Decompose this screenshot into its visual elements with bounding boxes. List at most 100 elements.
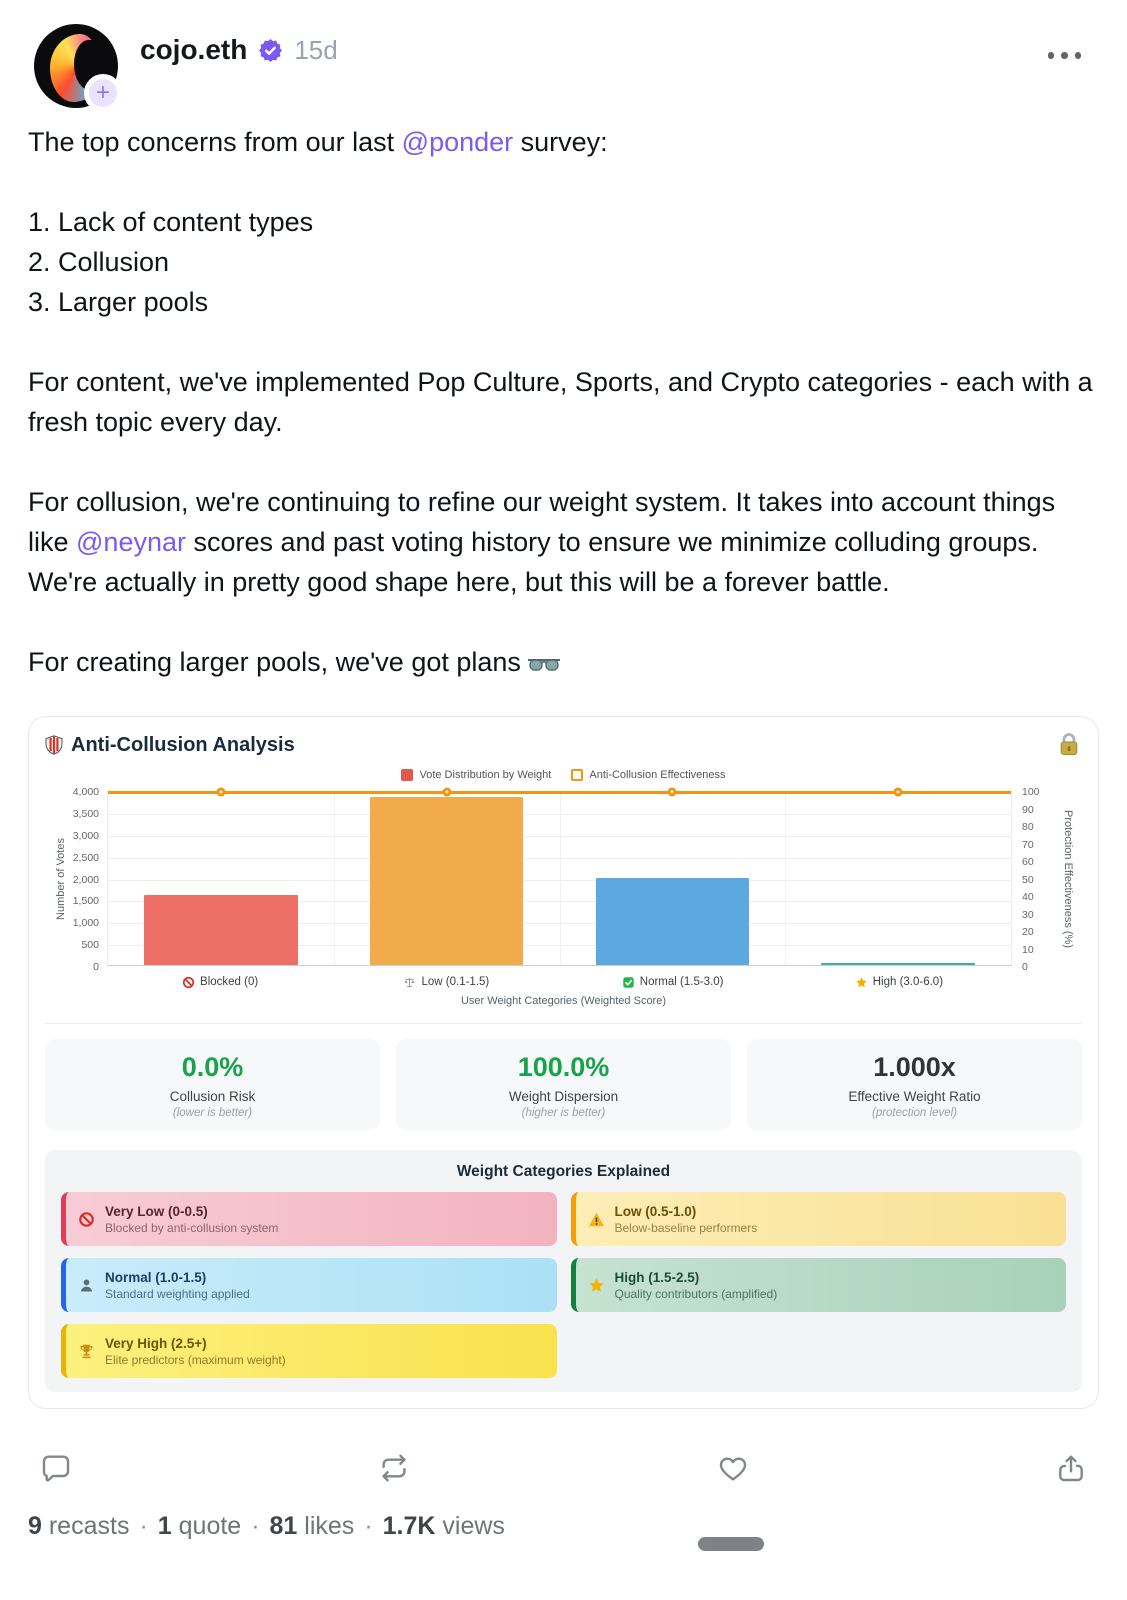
recasts-count[interactable]: 9 recasts (28, 1512, 130, 1540)
weight-category-desc: Below-baseline performers (614, 1220, 758, 1235)
gridline-vertical (559, 792, 561, 965)
weight-category-card: Low (0.5-1.0) Below-baseline performers (570, 1192, 1066, 1246)
weight-categories-grid: Very Low (0-0.5) Blocked by anti-collusio… (61, 1192, 1066, 1378)
legend-swatch (571, 769, 584, 781)
stat-label: Collusion Risk (169, 1089, 256, 1104)
paragraph: For collusion, we're continuing to refin… (28, 482, 1099, 602)
scrollbar-thumb[interactable] (698, 1537, 764, 1551)
follow-plus-badge[interactable]: + (84, 74, 122, 112)
bar-2 (595, 877, 750, 965)
mention-link-ponder[interactable]: @ponder (401, 127, 514, 157)
y-tick-right: 0 (1022, 961, 1028, 973)
gridline-vertical (785, 792, 787, 965)
stat-card: 100.0% Weight Dispersion (higher is better… (396, 1039, 731, 1130)
y-tick-left: 0 (93, 961, 99, 973)
x-axis-title: User Weight Categories (Weighted Score) (460, 995, 666, 1007)
stat-label: Effective Weight Ratio (848, 1089, 981, 1104)
legend-label: Vote Distribution by Weight (419, 769, 552, 781)
x-category-label: Normal (1.5-3.0) (560, 972, 786, 992)
y-tick-left: 1,500 (72, 895, 99, 908)
weight-category-title: Very Low (0-0.5) (105, 1203, 208, 1219)
y-tick-left: 1,000 (72, 917, 99, 930)
separator: · (251, 1512, 260, 1540)
legend-label: Anti-Collusion Effectiveness (589, 769, 726, 781)
sunglasses-emoji-icon (527, 657, 561, 674)
separator: · (139, 1512, 148, 1540)
legend-item: Anti-Collusion Effectiveness (571, 769, 726, 781)
x-category-text: Blocked (0) (200, 976, 259, 988)
y-tick-right: 40 (1022, 891, 1034, 903)
effectiveness-line (108, 791, 1011, 794)
line-marker (893, 787, 903, 797)
warning-icon (588, 1211, 605, 1228)
shield-icon (45, 735, 63, 755)
x-category-label: Low (0.1-1.5) (333, 972, 559, 992)
avatar[interactable]: + (34, 24, 122, 112)
weight-category-title: Very High (2.5+) (105, 1335, 207, 1351)
weight-category-card: High (1.5-2.5) Quality contributors (ampl… (570, 1258, 1066, 1312)
views-count: 1.7K views (382, 1512, 505, 1540)
y-tick-right: 90 (1022, 803, 1034, 816)
weight-category-desc: Quality contributors (amplified) (614, 1286, 778, 1301)
stat-note: (higher is better) (521, 1107, 606, 1119)
star-icon (855, 976, 868, 989)
weight-category-text: Very High (2.5+) Elite predictors (maximu… (105, 1336, 286, 1367)
bar-0 (144, 895, 298, 965)
avatar-image[interactable] (34, 24, 118, 108)
weight-category-text: Normal (1.0-1.5) Standard weighting appli… (105, 1270, 250, 1301)
text-segment: scores and past voting history to ensure… (28, 527, 1039, 597)
numbered-list: 1. Lack of content types 2. Collusion 3.… (28, 202, 1099, 322)
cast-header: + cojo.eth 15d (28, 22, 1099, 112)
person-icon (78, 1277, 95, 1294)
check-icon (622, 976, 635, 989)
x-category-label: Blocked (0) (107, 972, 333, 992)
stat-value: 0.0% (181, 1052, 244, 1082)
weight-section-title: Weight Categories Explained (456, 1163, 671, 1180)
list-item: 2. Collusion (28, 247, 170, 277)
quotes-count[interactable]: 1 quote (157, 1512, 242, 1540)
timestamp[interactable]: 15d (294, 34, 338, 65)
verified-badge-icon (257, 37, 284, 64)
engagement-stats: 9 recasts · 1 quote · 81 likes · 1.7K views (28, 1512, 505, 1541)
more-menu-button[interactable] (1047, 52, 1081, 59)
trophy-icon (78, 1343, 95, 1360)
paragraph: For content, we've implemented Pop Cultu… (28, 367, 1093, 437)
gridline-vertical (333, 792, 335, 965)
share-button[interactable] (1055, 1452, 1087, 1484)
likes-count[interactable]: 81 likes (269, 1512, 355, 1540)
stat-label: Weight Dispersion (508, 1089, 619, 1104)
stat-card: 0.0% Collusion Risk (lower is better) (45, 1039, 380, 1130)
weight-categories-section: Weight Categories Explained Very Low (0-… (45, 1150, 1082, 1392)
y-tick-right: 70 (1022, 838, 1034, 851)
y-tick-left: 3,000 (72, 829, 99, 842)
legend-item: Vote Distribution by Weight (401, 769, 551, 781)
recast-button[interactable] (378, 1452, 410, 1484)
paragraph: The top concerns from our last @ponder s… (28, 122, 1099, 162)
weight-category-text: Very Low (0-0.5) Blocked by anti-collusio… (105, 1204, 278, 1235)
weight-category-card: Very Low (0-0.5) Blocked by anti-collusio… (61, 1192, 557, 1246)
weight-category-title: Normal (1.0-1.5) (105, 1269, 207, 1285)
y-tick-right: 100 (1022, 786, 1040, 798)
stat-card: 1.000x Effective Weight Ratio (protection … (747, 1039, 1082, 1130)
mention-link-neynar[interactable]: @neynar (76, 527, 186, 557)
embedded-image-card[interactable]: Anti-Collusion Analysis Vote Distributio… (28, 716, 1099, 1409)
stat-note: (protection level) (871, 1107, 957, 1119)
comment-button[interactable] (40, 1452, 72, 1484)
weight-category-desc: Blocked by anti-collusion system (105, 1220, 279, 1235)
username[interactable]: cojo.eth (140, 34, 248, 65)
weight-category-text: Low (0.5-1.0) Below-baseline performers (615, 1204, 758, 1235)
weight-category-desc: Standard weighting applied (105, 1286, 250, 1301)
line-marker (442, 787, 452, 797)
stat-value: 1.000x (873, 1052, 956, 1082)
star-icon (588, 1277, 605, 1294)
x-category-text: Low (0.1-1.5) (421, 976, 490, 988)
legend-swatch (401, 769, 414, 781)
y-tick-right: 80 (1022, 821, 1034, 833)
weight-category-title: High (1.5-2.5) (614, 1269, 700, 1285)
weight-category-desc: Elite predictors (maximum weight) (105, 1352, 286, 1367)
bar-1 (369, 796, 524, 965)
separator: · (364, 1512, 373, 1540)
y-tick-left: 500 (81, 939, 99, 952)
like-button[interactable] (717, 1452, 749, 1484)
list-item: 3. Larger pools (28, 287, 209, 317)
